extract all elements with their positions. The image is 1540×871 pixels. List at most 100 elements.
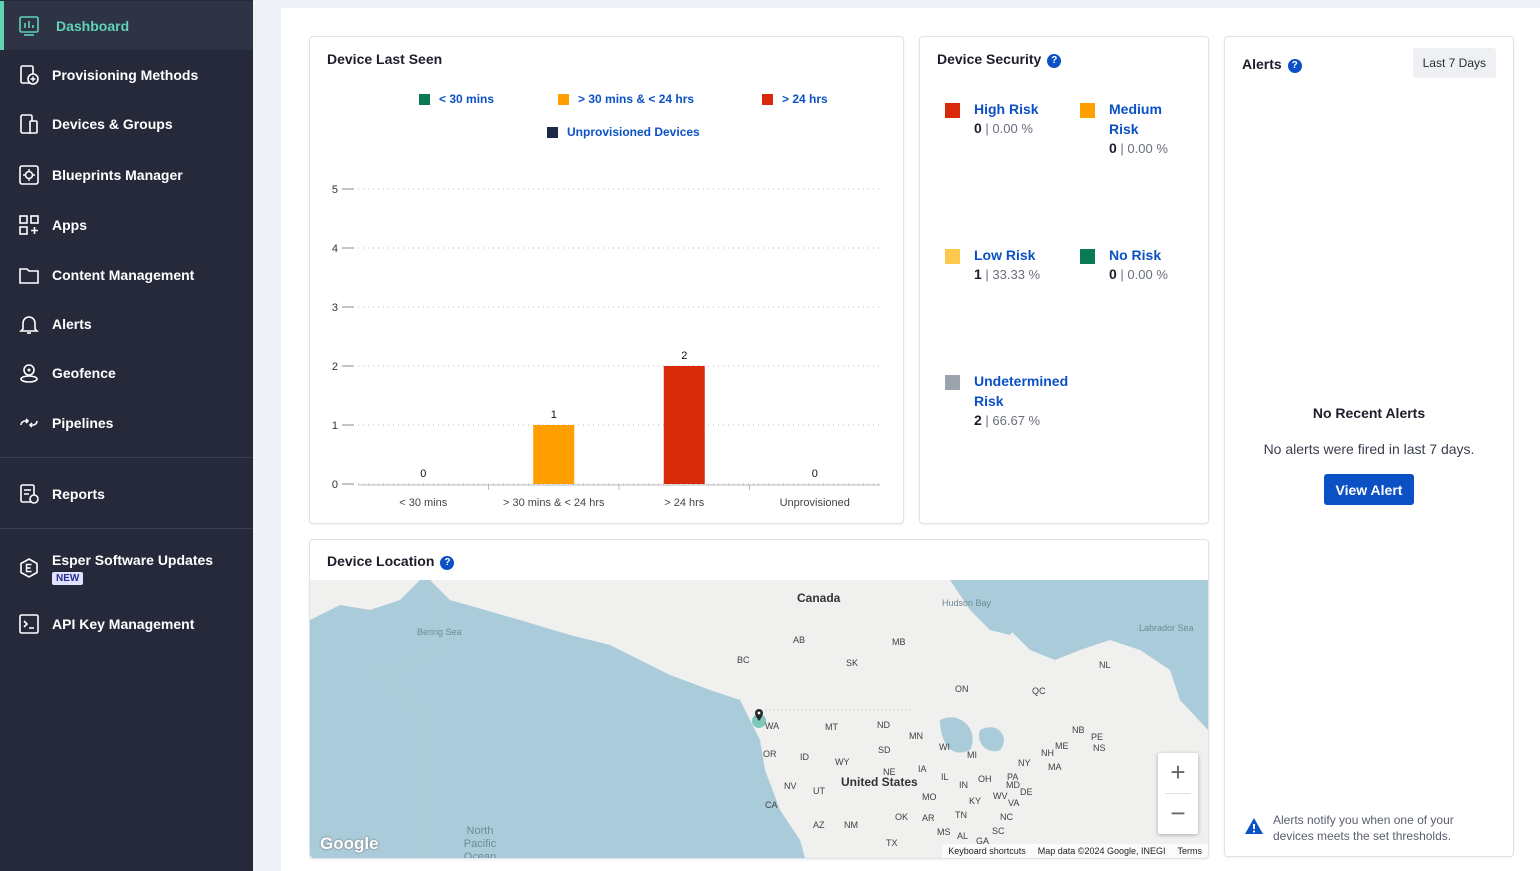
legend-item[interactable]: > 30 mins & < 24 hrs [558, 92, 694, 106]
sidebar-item-geofence[interactable]: Geofence [0, 348, 253, 397]
sidebar-item-alerts[interactable]: Alerts [0, 299, 253, 348]
bar [663, 366, 705, 484]
data-label: 0 [812, 468, 818, 480]
map-footer: Keyboard shortcuts Map data ©2024 Google… [942, 844, 1208, 858]
map-label-state: BC [737, 655, 750, 665]
legend-item[interactable]: > 24 hrs [762, 92, 828, 106]
legend-swatch [547, 126, 558, 138]
terms-link[interactable]: Terms [1177, 846, 1203, 856]
risk-label: No Risk [1109, 247, 1162, 263]
x-tick-label: < 30 mins [399, 497, 447, 509]
map-label-state: WI [939, 742, 950, 752]
reports-icon [20, 483, 39, 504]
data-label: 2 [681, 350, 687, 362]
map-label-state: VA [1008, 798, 1020, 808]
device-location-card: Device Location? Canada United States Hu… [309, 539, 1209, 859]
sidebar-item-dashboard[interactable]: Dashboard [0, 1, 253, 50]
legend-label: > 24 hrs [782, 92, 828, 106]
map-label-state: NV [784, 781, 797, 791]
card-title-text: Device Location [327, 553, 435, 569]
sidebar-item-label: Reports [52, 485, 105, 502]
sidebar-item-label: Esper Software Updates [52, 552, 214, 568]
esper-icon [20, 558, 38, 578]
geofence-icon [20, 363, 38, 383]
y-tick-label: 2 [332, 361, 338, 373]
map[interactable]: Canada United States Hudson Bay Labrador… [310, 580, 1208, 858]
card-title-text: Device Security [937, 51, 1042, 67]
map-pin-icon[interactable] [751, 708, 767, 730]
zoom-in-button[interactable]: + [1170, 757, 1186, 787]
map-label-state: NY [1018, 758, 1031, 768]
map-label-state: ND [877, 720, 890, 730]
map-label-state: CA [765, 800, 778, 810]
risk-label: Undetermined Risk [974, 373, 1069, 409]
view-alert-button[interactable]: View Alert [1324, 474, 1414, 505]
sidebar-item-esper-updates[interactable]: Esper Software Updates [0, 543, 253, 592]
help-icon[interactable]: ? [440, 556, 455, 570]
y-tick-label: 4 [332, 243, 338, 255]
sidebar-item-reports[interactable]: Reports [0, 469, 253, 518]
device-last-seen-card: Device Last Seen < 30 mins > 30 mins & <… [309, 36, 904, 524]
map-label-state: OK [895, 812, 909, 822]
risk-swatch [1080, 249, 1095, 264]
sidebar-item-label: Dashboard [56, 17, 130, 34]
sidebar-item-label: Geofence [52, 364, 116, 381]
map-label-state: OH [978, 774, 992, 784]
zoom-divider [1165, 793, 1191, 794]
help-icon[interactable]: ? [1047, 54, 1062, 68]
risk-label: Medium Risk [1109, 101, 1162, 137]
sidebar-item-label: Blueprints Manager [52, 166, 183, 183]
risk-label: Low Risk [974, 247, 1036, 263]
y-tick-label: 3 [332, 302, 338, 314]
risk-swatch [1080, 103, 1095, 118]
sidebar-item-label: Content Management [52, 266, 195, 283]
card-title: Device Security? [937, 51, 1062, 68]
map-label-state: MA [1048, 762, 1062, 772]
sidebar-item-content-management[interactable]: Content Management [0, 250, 253, 299]
sidebar-item-label: Alerts [52, 315, 92, 332]
sidebar-item-api-keys[interactable]: API Key Management [0, 599, 253, 648]
map-label-state: TX [886, 838, 898, 848]
risk-value: 2 | 66.67 % [974, 412, 1041, 428]
date-range-button[interactable]: Last 7 Days [1412, 48, 1496, 78]
apps-icon [19, 214, 39, 235]
warning-icon [1245, 818, 1263, 834]
sidebar-item-blueprints[interactable]: Blueprints Manager [0, 150, 253, 199]
map-zoom-control: + − [1158, 753, 1198, 834]
bar-chart: 0 1 2 3 4 5 0 < 30 mins 1 > 30 mins & < 24 hrs 2 > … [332, 184, 880, 509]
zoom-out-button[interactable]: − [1170, 798, 1186, 828]
risk-swatch [945, 103, 960, 118]
map-label-state: MN [909, 731, 923, 741]
sidebar-item-devices-groups[interactable]: Devices & Groups [0, 99, 253, 148]
map-label-state: MS [937, 827, 951, 837]
map-label-state: MT [825, 722, 838, 732]
map-label-state: AL [957, 831, 969, 841]
help-icon[interactable]: ? [1287, 59, 1302, 73]
dashboard-icon [19, 15, 39, 36]
folder-icon [19, 267, 39, 284]
sidebar-item-label: Provisioning Methods [52, 66, 199, 83]
map-label-state: NC [1000, 812, 1013, 822]
map-label-state: NH [1041, 748, 1054, 758]
sidebar-item-apps[interactable]: Apps [0, 200, 253, 249]
sidebar-item-pipelines[interactable]: Pipelines [0, 398, 253, 447]
map-label-state: WV [993, 791, 1008, 801]
sidebar-item-provisioning[interactable]: Provisioning Methods [0, 50, 253, 99]
map-label-state: QC [1032, 686, 1046, 696]
data-label: 0 [420, 468, 426, 480]
map-label-state: MI [967, 750, 977, 760]
device-security-card: Device Security? High Risk 0 | 0.00 % Me… [919, 36, 1209, 524]
map-label-state: UT [813, 786, 825, 796]
map-label-state: AB [793, 635, 806, 645]
map-label-state: ID [800, 752, 809, 762]
card-title: Device Last Seen [327, 51, 443, 67]
risk-value: 0 | 0.00 % [974, 120, 1033, 136]
google-logo: Google [320, 834, 379, 853]
sidebar-divider [0, 457, 253, 458]
legend-swatch [419, 93, 430, 105]
legend-item[interactable]: < 30 mins [419, 92, 494, 106]
data-label: 1 [551, 409, 557, 421]
legend-item[interactable]: Unprovisioned Devices [547, 125, 700, 139]
keyboard-shortcuts-link[interactable]: Keyboard shortcuts [948, 846, 1026, 856]
sidebar-item-label: Pipelines [52, 414, 114, 431]
